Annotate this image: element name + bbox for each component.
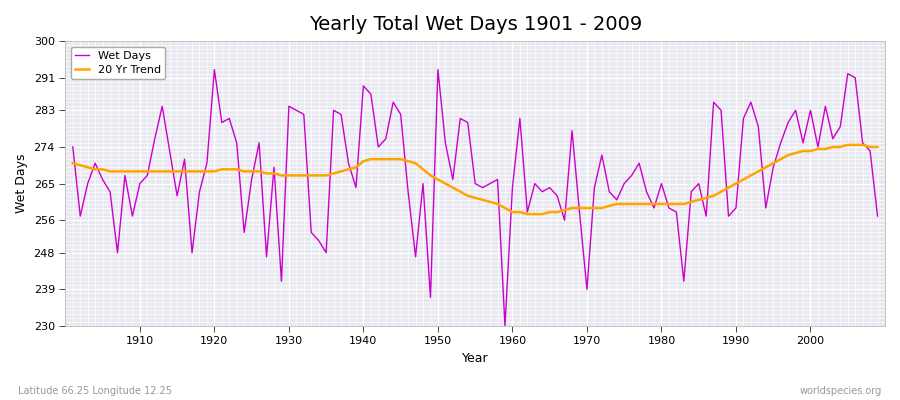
20 Yr Trend xyxy=(127,169,138,174)
Wet Days xyxy=(872,214,883,218)
Line: 20 Yr Trend: 20 Yr Trend xyxy=(73,145,878,214)
20 Yr Trend xyxy=(522,212,533,216)
20 Yr Trend xyxy=(68,161,78,166)
Title: Yearly Total Wet Days 1901 - 2009: Yearly Total Wet Days 1901 - 2009 xyxy=(309,15,642,34)
20 Yr Trend xyxy=(604,204,615,208)
Wet Days xyxy=(500,324,510,328)
20 Yr Trend xyxy=(336,169,346,174)
Text: worldspecies.org: worldspecies.org xyxy=(800,386,882,396)
Legend: Wet Days, 20 Yr Trend: Wet Days, 20 Yr Trend xyxy=(71,47,165,79)
20 Yr Trend xyxy=(842,142,853,147)
20 Yr Trend xyxy=(500,206,510,210)
Wet Days xyxy=(522,210,533,214)
Wet Days xyxy=(299,112,310,117)
Wet Days xyxy=(611,198,622,202)
20 Yr Trend xyxy=(507,210,517,214)
X-axis label: Year: Year xyxy=(462,352,489,365)
Line: Wet Days: Wet Days xyxy=(73,70,878,326)
Wet Days xyxy=(515,116,526,121)
20 Yr Trend xyxy=(291,173,302,178)
Text: Latitude 66.25 Longitude 12.25: Latitude 66.25 Longitude 12.25 xyxy=(18,386,172,396)
Wet Days xyxy=(343,161,354,166)
Wet Days xyxy=(127,214,138,218)
20 Yr Trend xyxy=(872,144,883,149)
Wet Days xyxy=(68,144,78,149)
Wet Days xyxy=(209,67,220,72)
Y-axis label: Wet Days: Wet Days xyxy=(15,154,28,213)
